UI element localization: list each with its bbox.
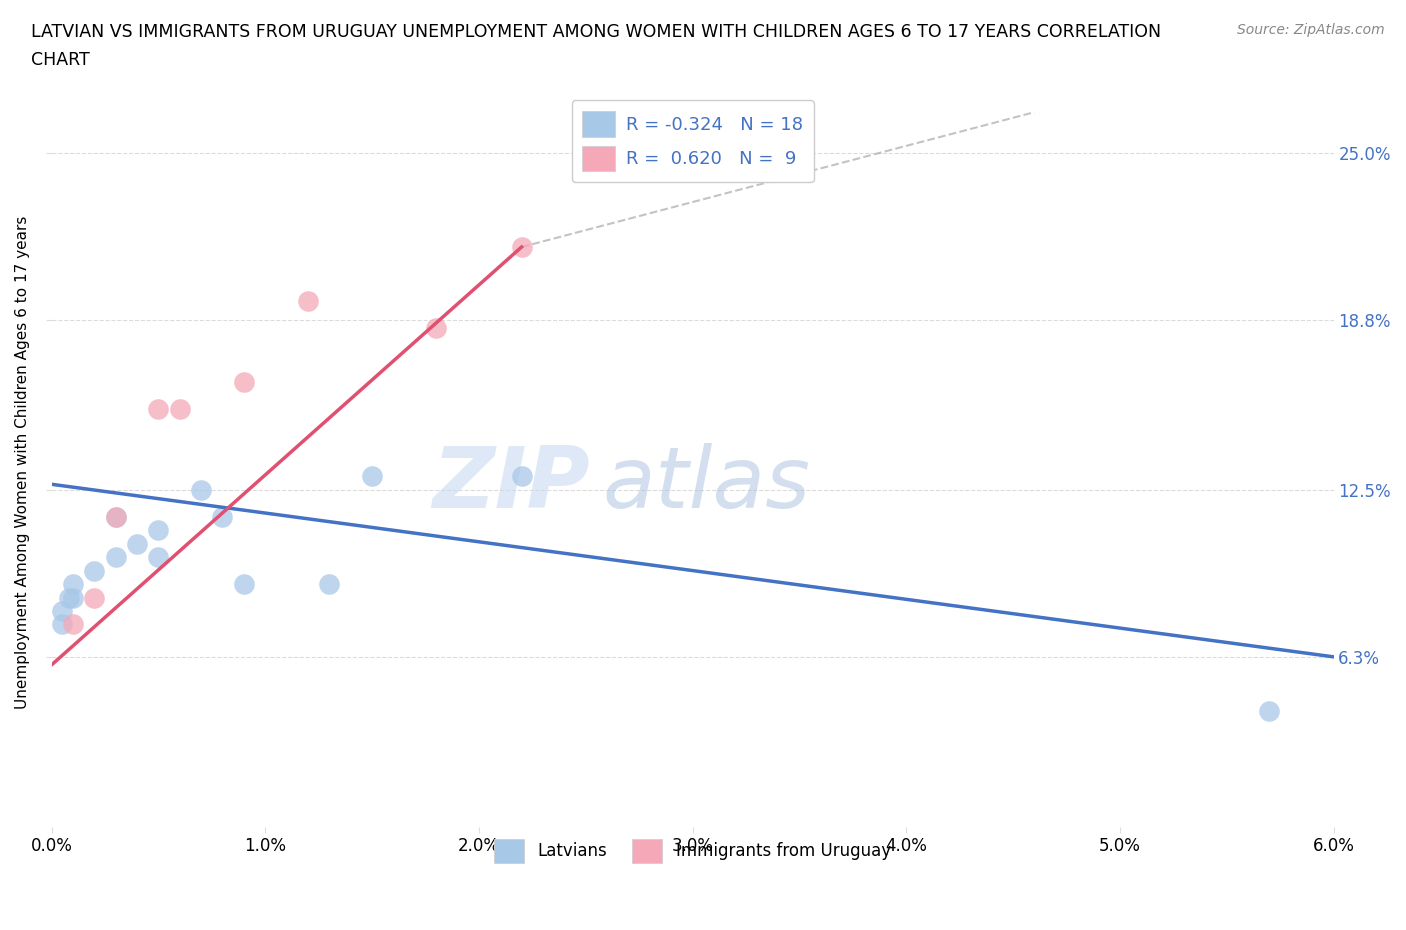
Point (510, 469, 533, 484)
Legend: Latvians, Immigrants from Uruguay: Latvians, Immigrants from Uruguay (488, 832, 897, 870)
Point (58, 590, 80, 604)
Point (62, 590, 84, 604)
Text: CHART: CHART (31, 51, 90, 69)
Text: atlas: atlas (603, 443, 811, 526)
Point (1258, 703, 1281, 718)
Point (232, 577, 254, 591)
Point (148, 550, 170, 565)
Point (148, 523, 170, 538)
Point (104, 510, 127, 525)
Point (51, 617, 73, 631)
Point (297, 294, 319, 309)
Point (148, 402, 170, 417)
Point (83, 590, 105, 604)
Point (169, 402, 191, 417)
Point (425, 321, 447, 336)
Point (104, 510, 127, 525)
Text: LATVIAN VS IMMIGRANTS FROM URUGUAY UNEMPLOYMENT AMONG WOMEN WITH CHILDREN AGES 6: LATVIAN VS IMMIGRANTS FROM URUGUAY UNEMP… (31, 23, 1161, 41)
Point (190, 483, 212, 498)
Point (62, 617, 84, 631)
Point (318, 577, 340, 591)
Point (361, 469, 384, 484)
Point (125, 537, 148, 551)
Point (232, 375, 254, 390)
Point (211, 510, 233, 525)
Point (510, 240, 533, 255)
Point (83, 564, 105, 578)
Point (51, 604, 73, 618)
Y-axis label: Unemployment Among Women with Children Ages 6 to 17 years: Unemployment Among Women with Children A… (15, 216, 30, 710)
Point (104, 550, 127, 565)
Text: Source: ZipAtlas.com: Source: ZipAtlas.com (1237, 23, 1385, 37)
Text: ZIP: ZIP (432, 443, 591, 526)
Point (62, 577, 84, 591)
